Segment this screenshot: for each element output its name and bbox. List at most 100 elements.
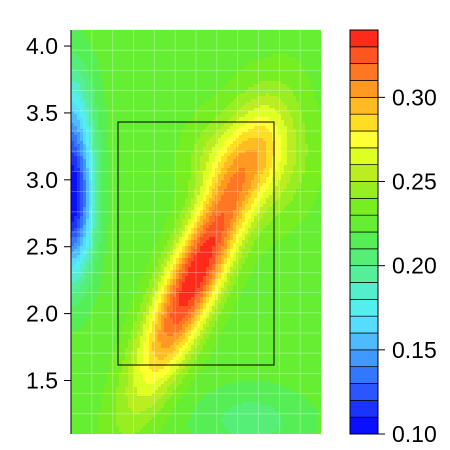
contour-cell xyxy=(140,288,144,292)
contour-cell xyxy=(107,282,111,286)
contour-cell xyxy=(113,165,117,169)
contour-cell xyxy=(149,378,153,382)
contour-cell xyxy=(104,57,108,61)
contour-cell xyxy=(80,69,84,73)
contour-cell xyxy=(125,420,129,424)
contour-cell xyxy=(164,222,168,226)
contour-cell xyxy=(173,249,177,253)
contour-cell xyxy=(143,150,147,154)
contour-cell xyxy=(71,384,75,388)
contour-cell xyxy=(122,36,126,40)
contour-cell xyxy=(125,378,129,382)
contour-cell xyxy=(128,330,132,334)
contour-cell xyxy=(143,279,147,283)
contour-cell xyxy=(104,42,108,46)
contour-cell xyxy=(80,408,84,412)
contour-cell xyxy=(140,297,144,301)
contour-cell xyxy=(173,411,177,415)
contour-cell xyxy=(179,129,183,133)
contour-cell xyxy=(155,42,159,46)
contour-cell xyxy=(122,372,126,376)
contour-cell xyxy=(167,111,171,115)
contour-cell xyxy=(92,168,96,172)
contour-cell xyxy=(116,93,120,97)
contour-cell xyxy=(113,240,117,244)
contour-cell xyxy=(89,225,93,229)
contour-cell xyxy=(143,183,147,187)
contour-cell xyxy=(77,285,81,289)
contour-cell xyxy=(152,189,156,193)
contour-cell xyxy=(92,153,96,157)
contour-cell xyxy=(116,393,120,397)
contour-cell xyxy=(74,390,78,394)
contour-cell xyxy=(179,78,183,82)
contour-cell xyxy=(95,264,99,268)
contour-cell xyxy=(140,222,144,226)
contour-cell xyxy=(158,234,162,238)
contour-cell xyxy=(110,297,114,301)
contour-cell xyxy=(107,246,111,250)
contour-cell xyxy=(77,294,81,298)
contour-cell xyxy=(98,189,102,193)
contour-cell xyxy=(152,33,156,37)
contour-cell xyxy=(95,189,99,193)
contour-cell xyxy=(152,51,156,55)
contour-cell xyxy=(80,351,84,355)
contour-cell xyxy=(101,234,105,238)
contour-cell xyxy=(125,309,129,313)
contour-cell xyxy=(149,369,153,373)
contour-cell xyxy=(146,255,150,259)
contour-cell xyxy=(128,33,132,37)
contour-cell xyxy=(152,426,156,430)
contour-cell xyxy=(104,336,108,340)
contour-cell xyxy=(164,60,168,64)
contour-cell xyxy=(125,156,129,160)
contour-cell xyxy=(131,102,135,106)
contour-cell xyxy=(161,240,165,244)
contour-cell xyxy=(155,216,159,220)
contour-cell xyxy=(161,303,165,307)
contour-cell xyxy=(77,84,81,88)
contour-cell xyxy=(173,321,177,325)
contour-cell xyxy=(164,129,168,133)
contour-cell xyxy=(134,96,138,100)
contour-cell xyxy=(149,423,153,427)
contour-cell xyxy=(134,198,138,202)
contour-cell xyxy=(143,114,147,118)
contour-cell xyxy=(92,186,96,190)
contour-cell xyxy=(116,45,120,49)
contour-cell xyxy=(152,192,156,196)
contour-cell xyxy=(119,177,123,181)
contour-cell xyxy=(128,162,132,166)
contour-cell xyxy=(155,75,159,79)
contour-cell xyxy=(89,177,93,181)
contour-cell xyxy=(77,288,81,292)
contour-cell xyxy=(161,216,165,220)
contour-cell xyxy=(176,177,180,181)
contour-cell xyxy=(152,129,156,133)
contour-cell xyxy=(101,150,105,154)
contour-cell xyxy=(77,69,81,73)
contour-cell xyxy=(179,183,183,187)
contour-cell xyxy=(113,387,117,391)
contour-cell xyxy=(104,357,108,361)
contour-cell xyxy=(158,414,162,418)
contour-cell xyxy=(128,378,132,382)
contour-cell xyxy=(179,204,183,208)
contour-cell xyxy=(164,138,168,142)
contour-cell xyxy=(71,81,75,85)
contour-cell xyxy=(77,141,81,145)
contour-cell xyxy=(98,336,102,340)
contour-cell xyxy=(122,78,126,82)
contour-cell xyxy=(137,198,141,202)
contour-cell xyxy=(74,57,78,61)
contour-cell xyxy=(152,378,156,382)
contour-cell xyxy=(164,372,168,376)
contour-cell xyxy=(113,159,117,163)
contour-cell xyxy=(86,381,90,385)
contour-cell xyxy=(137,102,141,106)
contour-cell xyxy=(125,372,129,376)
contour-cell xyxy=(173,72,177,76)
contour-cell xyxy=(146,144,150,148)
